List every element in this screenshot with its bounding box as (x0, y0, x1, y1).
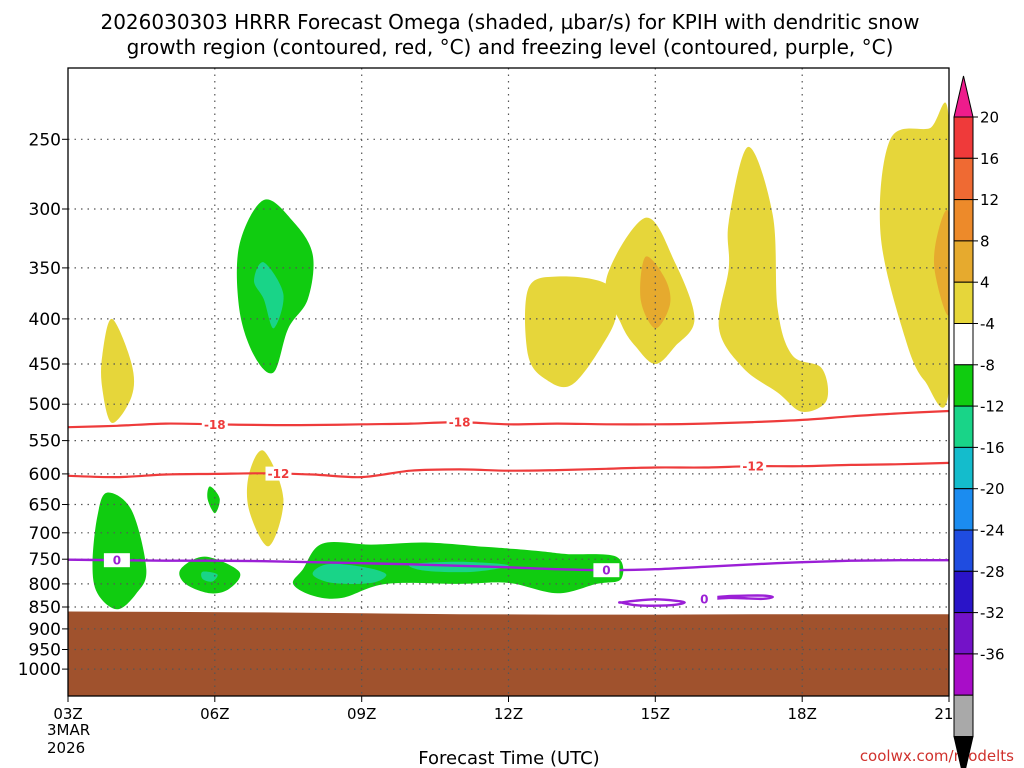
colorbar-label: -16 (980, 439, 1005, 457)
freezing-label-bg-0-0 (103, 553, 130, 568)
freezing-label-bg-0-1 (593, 563, 620, 578)
contour-labels: -18 -18 -12 -12 0 0 0 (103, 415, 767, 606)
date-label-day: 3MAR (47, 721, 90, 739)
x-axis-label: Forecast Time (UTC) (418, 748, 599, 768)
y-tick-label-1000: 1000 (18, 660, 61, 680)
omega-region-5 (879, 102, 949, 408)
omega-region-11 (207, 486, 220, 514)
colorbar-label: 4 (980, 274, 990, 292)
y-tick-label-750: 750 (29, 550, 61, 570)
omega-region-15 (201, 571, 218, 582)
y-tick-label-300: 300 (29, 200, 61, 220)
colorbar-label: 8 (980, 232, 990, 250)
freezing-contour-0 (68, 558, 949, 572)
dgz-label-bg-1-0 (265, 466, 292, 481)
freezing-contour-1 (618, 598, 686, 607)
colorbar-swatch-12 (953, 570, 974, 614)
freezing-contour-label: 0 (602, 564, 610, 578)
x-axis-ticks: 03Z 06Z 09Z 12Z 15Z 18Z 21Z (53, 696, 964, 723)
dgz-contour-label: -12 (268, 467, 290, 481)
omega-region-2 (524, 276, 617, 388)
colorbar-label: -20 (980, 480, 1005, 498)
colorbar-swatch-5 (953, 281, 974, 325)
colorbar-bottom-arrow (953, 736, 974, 768)
x-tick-label-12Z: 12Z (494, 705, 523, 723)
omega-region-6 (640, 256, 671, 329)
y-tick-label-350: 350 (29, 259, 61, 279)
omega-region-4 (718, 146, 829, 412)
dgz-contour-label: -12 (742, 460, 764, 474)
colorbar-swatch-3 (953, 199, 974, 242)
y-tick-label-900: 900 (29, 620, 61, 640)
dgz-contour-label: -18 (204, 418, 226, 432)
colorbar-swatch-1 (953, 116, 974, 159)
x-tick-label-18Z: 18Z (788, 705, 817, 723)
credit-text: coolwx.com/modelts (860, 747, 1014, 765)
colorbar-label: -4 (980, 315, 995, 333)
colorbar-top-arrow (953, 75, 974, 118)
y-tick-label-400: 400 (29, 310, 61, 330)
y-tick-label-700: 700 (29, 524, 61, 544)
colorbar-swatch-7 (953, 364, 974, 407)
freezing-contour-label: 0 (700, 592, 708, 606)
colorbar-label: 12 (980, 191, 999, 209)
colorbar-swatch-4 (953, 240, 974, 283)
freezing-label-bg-2-0 (691, 591, 718, 606)
y-tick-label-850: 850 (29, 598, 61, 618)
omega-region-10 (92, 492, 147, 610)
y-axis-ticks: 2503003504004505005506006507007508008509… (18, 130, 68, 680)
y-tick-label-950: 950 (29, 641, 61, 661)
colorbar-label: -24 (980, 522, 1005, 540)
dgz-contour-1 (68, 461, 949, 479)
colorbar-swatch-11 (953, 529, 974, 572)
colorbar-label: -36 (980, 645, 1005, 663)
chart-title-line-2: growth region (contoured, red, °C) and f… (127, 35, 894, 59)
dgz-label-bg-0-1 (446, 415, 473, 430)
dgz-contour-label: -18 (449, 416, 471, 430)
y-tick-label-250: 250 (29, 130, 61, 150)
x-tick-label-06Z: 06Z (200, 705, 229, 723)
y-tick-label-650: 650 (29, 496, 61, 516)
colorbar-label: 20 (980, 109, 999, 127)
colorbar-label: -32 (980, 604, 1005, 622)
y-tick-label-800: 800 (29, 575, 61, 595)
omega-region-14 (312, 563, 387, 585)
date-label-year: 2026 (47, 739, 85, 757)
colorbar-label: -8 (980, 356, 995, 374)
y-tick-label-550: 550 (29, 432, 61, 452)
x-tick-label-09Z: 09Z (347, 705, 376, 723)
x-tick-label-15Z: 15Z (641, 705, 670, 723)
dgz-label-bg-1-1 (740, 459, 767, 474)
colorbar-swatch-15 (953, 694, 974, 738)
colorbar-label: -12 (980, 398, 1005, 416)
grid-lines (68, 68, 949, 696)
y-tick-label-500: 500 (29, 395, 61, 415)
colorbar-label: 16 (980, 150, 999, 168)
colorbar-swatch-2 (953, 157, 974, 201)
colorbar-label: -28 (980, 563, 1005, 581)
freezing-contour-2 (709, 594, 775, 601)
colorbar-swatch-10 (953, 488, 974, 531)
colorbar-swatch-14 (953, 653, 974, 696)
freezing-contour-label: 0 (113, 554, 121, 568)
y-tick-label-450: 450 (29, 355, 61, 375)
x-tick-label-03Z: 03Z (53, 705, 82, 723)
colorbar-swatch-9 (953, 446, 974, 490)
dgz-label-bg-0-0 (201, 417, 228, 432)
omega-region-9 (254, 262, 284, 329)
chart-title-line-1: 2026030303 HRRR Forecast Omega (shaded, … (100, 10, 919, 34)
colorbar-swatch-8 (953, 405, 974, 448)
y-tick-label-600: 600 (29, 465, 61, 485)
colorbar-swatch-13 (953, 612, 974, 655)
colorbar-swatch-6 (953, 323, 974, 366)
omega-region-7 (933, 209, 949, 316)
omega-region-0 (101, 318, 135, 423)
colorbar: 20 16 12 8 4 -4 -8 -12 -16 -20 -24 -28 -32 -36 (953, 75, 1005, 768)
freezing-level-contours (68, 558, 949, 607)
